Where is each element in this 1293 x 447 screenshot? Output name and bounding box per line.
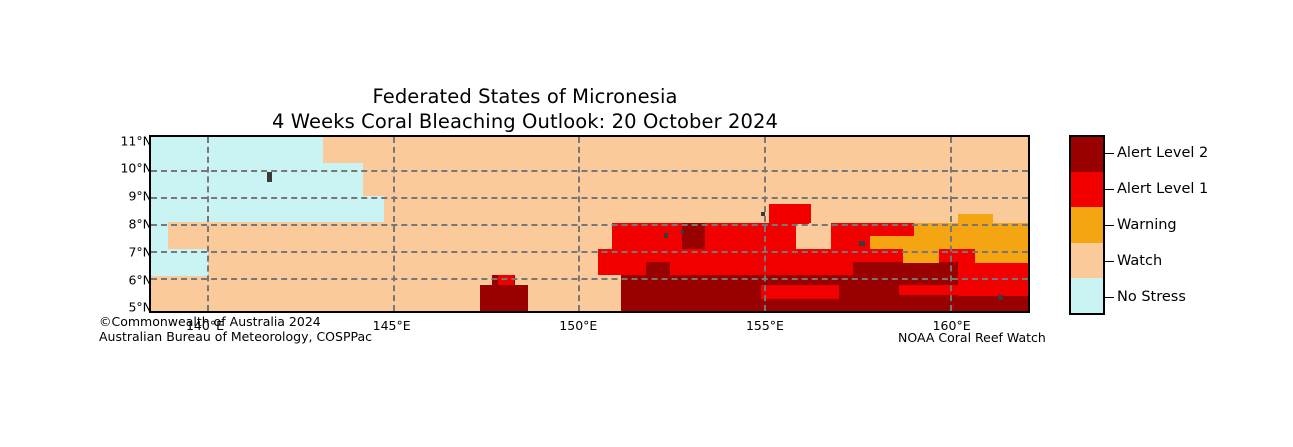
legend-swatch[interactable] xyxy=(1071,137,1103,173)
legend-tick xyxy=(1105,225,1114,226)
credit-line-1: ©Commonwealth of Australia 2024 xyxy=(99,314,321,329)
raster-cell xyxy=(151,222,168,250)
legend-swatch[interactable] xyxy=(1071,242,1103,278)
legend-label: Alert Level 1 xyxy=(1117,181,1209,197)
legend-colorbar[interactable] xyxy=(1069,135,1105,315)
x-axis-tick-label: 150°E xyxy=(559,318,598,333)
island-outline xyxy=(664,232,669,238)
raster-cell xyxy=(957,213,993,224)
legend-swatch[interactable] xyxy=(1071,277,1103,313)
raster-cell xyxy=(151,195,385,223)
legend-label: Warning xyxy=(1117,217,1177,233)
raster-cell xyxy=(780,213,809,224)
raster-cell xyxy=(975,249,1028,264)
y-axis-tick-label: 10°N xyxy=(120,160,152,176)
raster-cell xyxy=(151,137,323,164)
y-axis-tick-label: 9°N xyxy=(128,188,152,204)
raster-cell xyxy=(681,222,706,251)
island-outline xyxy=(266,171,272,183)
y-axis-tick-label: 11°N xyxy=(120,133,152,149)
raster-cell xyxy=(760,284,840,299)
legend-label: No Stress xyxy=(1117,289,1186,305)
raster-cell xyxy=(645,262,671,276)
raster-cell xyxy=(479,284,529,311)
x-axis-tick-label: 145°E xyxy=(372,318,411,333)
x-axis-tick-label: 155°E xyxy=(745,318,784,333)
legend-swatch[interactable] xyxy=(1071,172,1103,208)
y-axis-tick-label: 6°N xyxy=(128,272,152,288)
raster-cell xyxy=(498,274,515,285)
legend-label: Alert Level 2 xyxy=(1117,145,1209,161)
x-axis-tick-label: 140°E xyxy=(185,318,224,333)
legend-tick xyxy=(1105,297,1114,298)
raster-cell xyxy=(903,249,939,264)
y-axis-tick-label: 5°N xyxy=(128,299,152,315)
raster-cell xyxy=(870,236,1028,250)
raster-cell xyxy=(913,222,1028,237)
credit-australia: ©Commonwealth of Australia 2024 Australi… xyxy=(99,314,372,344)
legend-label: Watch xyxy=(1117,253,1163,269)
raster-cell xyxy=(612,249,1028,276)
legend-swatch[interactable] xyxy=(1071,207,1103,243)
page-title: Federated States of Micronesia 4 Weeks C… xyxy=(0,84,1050,134)
raster-cell xyxy=(151,163,364,196)
island-outline xyxy=(858,240,865,247)
legend-tick xyxy=(1105,153,1114,154)
x-axis-tick-label: 160°E xyxy=(932,318,971,333)
map-plot-area[interactable] xyxy=(149,135,1030,313)
raster-cell xyxy=(957,274,1028,296)
raster-cell xyxy=(899,284,974,296)
island-outline xyxy=(998,295,1003,300)
y-axis-tick-label: 7°N xyxy=(128,244,152,260)
raster-cell xyxy=(852,262,958,276)
y-axis-tick-label: 8°N xyxy=(128,216,152,232)
raster-cell xyxy=(151,249,208,276)
legend-tick xyxy=(1105,261,1114,262)
title-line-1: Federated States of Micronesia xyxy=(372,85,678,108)
credit-line-2: Australian Bureau of Meteorology, COSPPa… xyxy=(99,328,372,344)
title-line-2: 4 Weeks Coral Bleaching Outlook: 20 Octo… xyxy=(271,110,779,133)
bleaching-raster xyxy=(151,137,1028,311)
island-outline xyxy=(761,211,766,216)
credit-noaa: NOAA Coral Reef Watch xyxy=(898,330,1046,345)
island-outline xyxy=(680,230,685,235)
legend-tick xyxy=(1105,189,1114,190)
